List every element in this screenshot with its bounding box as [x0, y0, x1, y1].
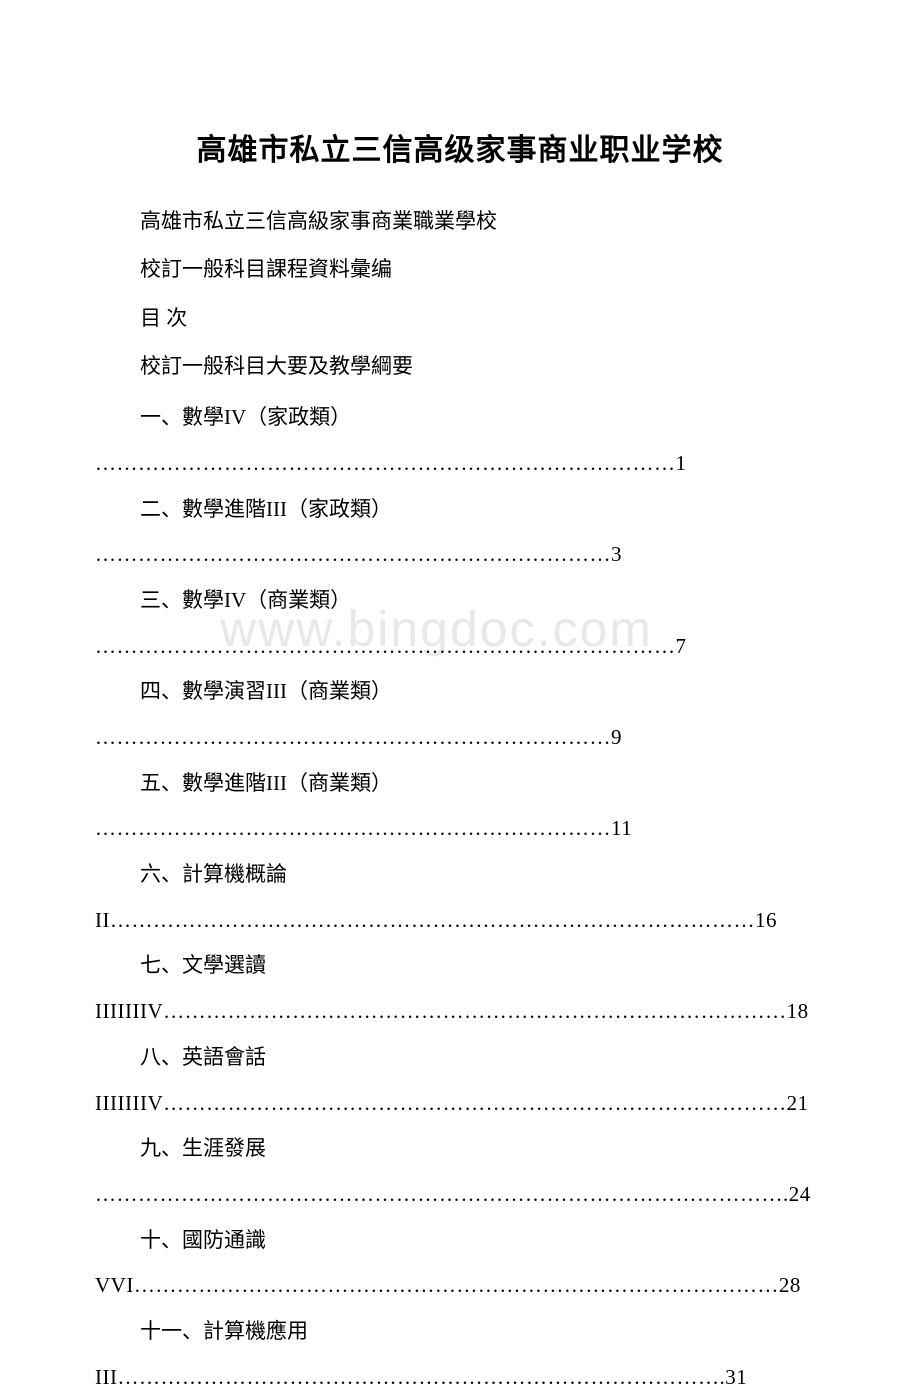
- subtitle-line-1: 高雄市私立三信高級家事商業職業學校: [95, 197, 825, 245]
- toc-item-10-dots: VVI………………………………………………………………………………28: [95, 1268, 825, 1304]
- page-title: 高雄市私立三信高级家事商业职业学校: [95, 125, 825, 169]
- toc-item-11-heading: 十一、計算機應用: [95, 1314, 825, 1350]
- toc-item-6-dots: II………………………………………………………………………………16: [95, 903, 825, 939]
- toc-item-1-heading: 一、數學IV（家政類）: [95, 400, 825, 436]
- section-heading: 校訂一般科目大要及教學綱要: [95, 342, 825, 390]
- toc-item-4-dots: ………………………………………………………………9: [95, 720, 825, 756]
- toc-item-1-dots: ………………………………………………………………………1: [95, 446, 825, 482]
- toc-item-11-dots: III………………………………………………………………………….31: [95, 1360, 825, 1395]
- toc-item-7-dots: IIIIIIIV……………………………………………………………………………18: [95, 994, 825, 1030]
- toc-item-6-heading: 六、計算機概論: [95, 857, 825, 893]
- toc-item-7-heading: 七、文學選讀: [95, 948, 825, 984]
- toc-item-9-heading: 九、生涯發展: [95, 1131, 825, 1167]
- toc-item-4-heading: 四、數學演習III（商業類）: [95, 674, 825, 710]
- toc-label: 目 次: [95, 294, 825, 342]
- toc-item-5-dots: ………………………………………………………………11: [95, 811, 825, 847]
- toc-item-10-heading: 十、國防通識: [95, 1223, 825, 1259]
- toc-item-8-dots: IIIIIIIV……………………………………………………………………………21: [95, 1086, 825, 1122]
- toc-item-2-dots: ………………………………………………………………3: [95, 537, 825, 573]
- toc-item-8-heading: 八、英語會話: [95, 1040, 825, 1076]
- toc-item-3-heading: 三、數學IV（商業類）: [95, 583, 825, 619]
- subtitle-line-2: 校訂一般科目課程資料彙编: [95, 245, 825, 293]
- toc-item-9-dots: …………………………………………………………………………………….24: [95, 1177, 825, 1213]
- toc-item-2-heading: 二、數學進階III（家政類）: [95, 492, 825, 528]
- toc-item-5-heading: 五、數學進階III（商業類）: [95, 766, 825, 802]
- toc-item-3-dots: ………………………………………………………………………7: [95, 629, 825, 665]
